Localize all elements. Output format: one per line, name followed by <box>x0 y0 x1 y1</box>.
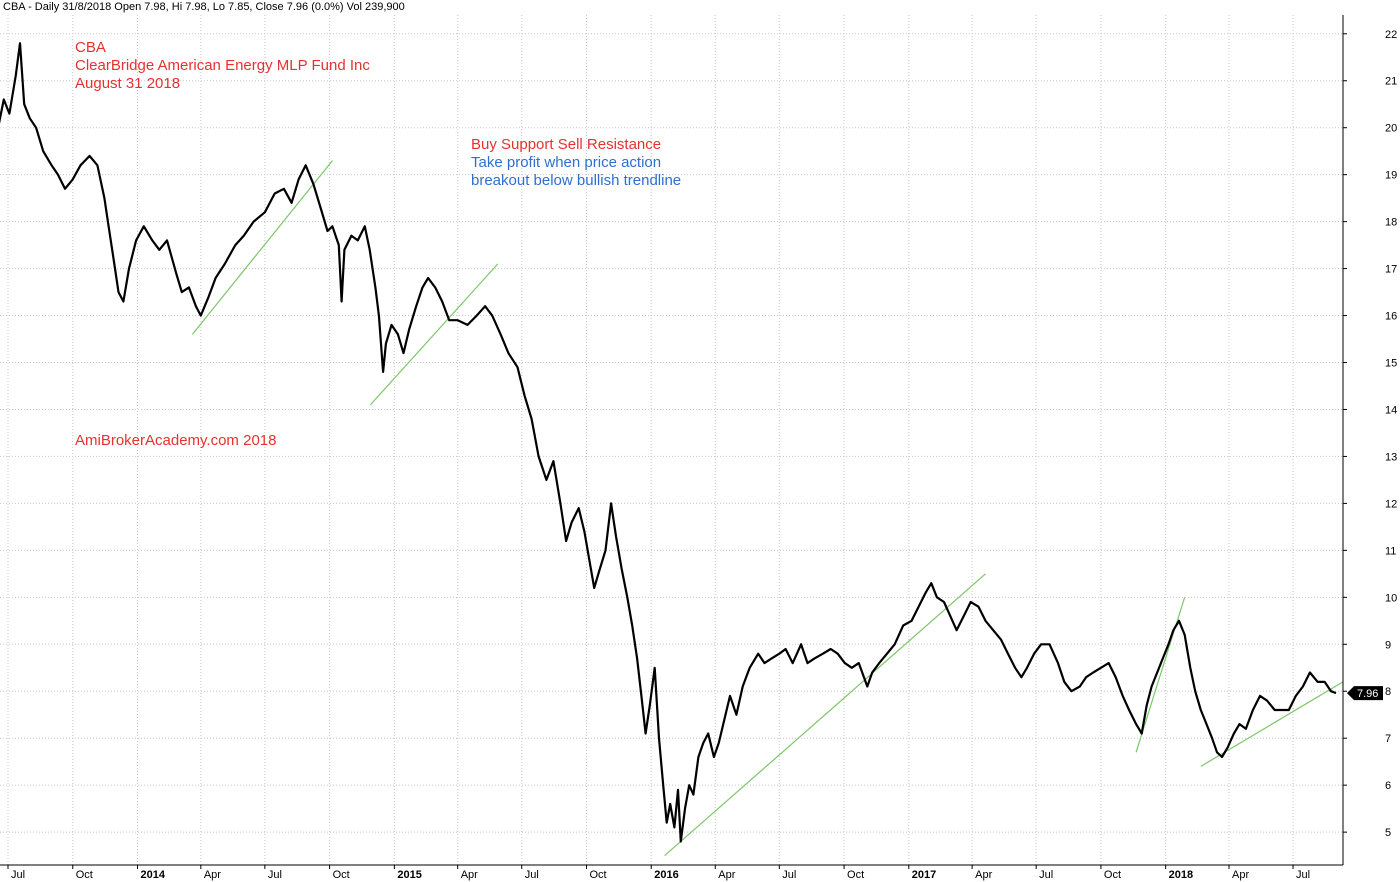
x-tick-label: Apr <box>1232 869 1249 881</box>
y-tick-label: 7 <box>1385 733 1391 745</box>
trendline <box>369 263 499 406</box>
x-tick-label: Oct <box>76 869 93 881</box>
y-tick-label: 22 <box>1385 29 1397 41</box>
watermark-annotation: AmiBrokerAcademy.com 2018 <box>75 432 277 449</box>
y-tick-label: 17 <box>1385 264 1397 276</box>
last-price-label: 7.96 <box>1347 686 1383 701</box>
y-tick-label: 18 <box>1385 217 1397 229</box>
y-tick-label: 16 <box>1385 311 1397 323</box>
x-tick-label: Oct <box>1104 869 1121 881</box>
x-tick-label: 2017 <box>912 869 936 881</box>
y-tick-label: 14 <box>1385 404 1397 416</box>
x-tick-label: 2016 <box>654 869 678 881</box>
y-tick-label: 8 <box>1385 686 1391 698</box>
y-axis-ticks: 5 6 7 8 9 10 11 12 13 14 15 16 17 18 19 20 21 22 <box>1343 29 1397 839</box>
grid-lines <box>0 15 1343 865</box>
ticker-annotation: CBA <box>75 39 106 56</box>
trendlines <box>191 160 1344 857</box>
chart-header: CBA - Daily 31/8/2018 Open 7.98, Hi 7.98… <box>3 1 405 13</box>
x-tick-label: Jul <box>782 869 796 881</box>
x-tick-label: Oct <box>847 869 864 881</box>
trendline <box>664 573 986 857</box>
y-tick-label: 15 <box>1385 358 1397 370</box>
x-tick-label: Apr <box>718 869 735 881</box>
x-tick-label: Oct <box>589 869 606 881</box>
last-price-value: 7.96 <box>1357 688 1378 700</box>
x-axis-ticks: Jul Oct 2014 Apr Jul Oct 2015 Apr Jul Oct 2016 Apr J… <box>7 865 1310 881</box>
x-tick-label: Jul <box>1296 869 1310 881</box>
price-line <box>0 42 1337 843</box>
x-tick-label: 2018 <box>1169 869 1193 881</box>
strategy-line-3: breakout below bullish trendline <box>471 172 682 189</box>
x-tick-label: Jul <box>268 869 282 881</box>
trendline <box>191 160 333 335</box>
x-tick-label: Jul <box>1039 869 1053 881</box>
y-tick-label: 13 <box>1385 451 1397 463</box>
strategy-line-1: Buy Support Sell Resistance <box>471 136 662 153</box>
last-price-flag <box>1347 686 1383 701</box>
x-tick-label: 2015 <box>397 869 421 881</box>
y-tick-label: 12 <box>1385 498 1397 510</box>
price-series <box>0 42 1337 843</box>
strategy-line-2: Take profit when price action <box>471 154 662 171</box>
y-tick-label: 11 <box>1385 545 1396 557</box>
date-annotation: August 31 2018 <box>75 75 181 92</box>
company-annotation: ClearBridge American Energy MLP Fund Inc <box>75 57 370 74</box>
x-tick-label: Apr <box>204 869 221 881</box>
y-tick-label: 10 <box>1385 592 1397 604</box>
x-tick-label: 2014 <box>140 869 165 881</box>
trendline <box>1200 681 1344 767</box>
x-tick-label: Apr <box>461 869 478 881</box>
y-tick-label: 21 <box>1385 76 1397 88</box>
y-tick-label: 20 <box>1385 123 1397 135</box>
x-tick-label: Apr <box>975 869 992 881</box>
y-tick-label: 6 <box>1385 780 1391 792</box>
y-tick-label: 19 <box>1385 170 1397 182</box>
y-tick-label: 9 <box>1385 639 1391 651</box>
x-tick-label: Jul <box>525 869 539 881</box>
y-tick-label: 5 <box>1385 827 1391 839</box>
x-tick-label: Jul <box>11 869 25 881</box>
x-tick-label: Oct <box>333 869 350 881</box>
